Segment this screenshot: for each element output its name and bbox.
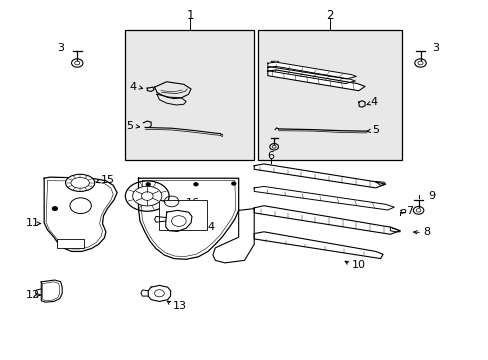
Ellipse shape <box>125 181 169 211</box>
Text: 3: 3 <box>431 43 438 53</box>
Circle shape <box>52 207 57 210</box>
Text: 7: 7 <box>405 206 412 216</box>
Polygon shape <box>212 208 254 263</box>
Polygon shape <box>138 178 238 259</box>
Text: 2: 2 <box>325 9 333 22</box>
Circle shape <box>146 183 150 186</box>
Text: 4: 4 <box>370 97 377 107</box>
Polygon shape <box>254 206 399 234</box>
Text: 4: 4 <box>129 82 136 92</box>
Text: 5: 5 <box>371 125 378 135</box>
Text: 16: 16 <box>186 198 200 208</box>
FancyBboxPatch shape <box>57 239 84 248</box>
Polygon shape <box>44 177 117 251</box>
Polygon shape <box>254 186 393 210</box>
Text: 14: 14 <box>202 222 216 232</box>
Polygon shape <box>267 62 356 79</box>
FancyBboxPatch shape <box>125 30 254 160</box>
Circle shape <box>79 178 84 182</box>
Ellipse shape <box>132 186 162 206</box>
Text: 3: 3 <box>58 43 64 53</box>
Polygon shape <box>254 164 385 188</box>
Text: 6: 6 <box>267 151 274 161</box>
Ellipse shape <box>65 174 95 192</box>
Polygon shape <box>148 285 170 301</box>
Text: 10: 10 <box>351 260 365 270</box>
Polygon shape <box>165 210 192 231</box>
FancyBboxPatch shape <box>159 200 206 230</box>
Polygon shape <box>254 232 382 258</box>
Polygon shape <box>41 280 62 302</box>
Text: 9: 9 <box>427 191 434 201</box>
Polygon shape <box>375 182 385 185</box>
Polygon shape <box>389 227 399 232</box>
Polygon shape <box>267 66 355 84</box>
Text: 11: 11 <box>26 218 40 228</box>
Text: 5: 5 <box>126 121 133 131</box>
Text: 8: 8 <box>422 227 429 237</box>
Circle shape <box>231 182 235 185</box>
Circle shape <box>194 183 198 186</box>
Polygon shape <box>267 70 365 91</box>
Text: 15: 15 <box>101 175 115 185</box>
Ellipse shape <box>71 177 89 188</box>
FancyBboxPatch shape <box>258 30 401 160</box>
Text: 1: 1 <box>186 9 193 22</box>
Text: 13: 13 <box>172 301 186 311</box>
Text: 12: 12 <box>26 290 40 300</box>
